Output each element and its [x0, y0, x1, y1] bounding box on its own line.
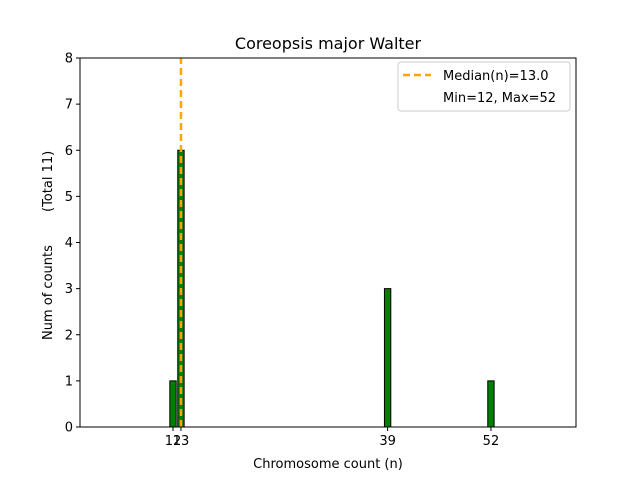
y-tick-label: 8 — [65, 52, 73, 67]
y-axis-ticks: 0 1 2 3 4 5 6 7 8 — [65, 52, 80, 436]
legend: Median(n)=13.0 Min=12, Max=52 — [397, 61, 571, 112]
y-axis-total-label: (Total 11) — [41, 151, 56, 212]
y-tick-label: 5 — [65, 190, 73, 205]
x-tick-label: 39 — [379, 434, 396, 449]
x-tick-label: 13 — [173, 434, 190, 449]
y-axis-label: Num of counts — [41, 245, 56, 340]
y-tick-label: 2 — [65, 328, 73, 343]
legend-box — [397, 61, 571, 112]
bar-n-12 — [169, 380, 177, 428]
legend-range-label: Min=12, Max=52 — [443, 91, 556, 106]
y-tick-label: 3 — [65, 282, 73, 297]
bar-n-52 — [487, 380, 495, 428]
y-tick-label: 6 — [65, 144, 73, 159]
x-axis-label: Chromosome count (n) — [253, 457, 403, 472]
y-tick-label: 7 — [65, 98, 73, 113]
y-tick-label: 0 — [65, 421, 73, 436]
chart-title: Coreopsis major Walter — [235, 34, 422, 53]
x-tick-label: 52 — [483, 434, 500, 449]
y-tick-label: 4 — [65, 236, 73, 251]
y-tick-label: 1 — [65, 374, 73, 389]
bar-n-39 — [383, 288, 392, 428]
legend-median-label: Median(n)=13.0 — [443, 69, 549, 84]
x-tick-label: 12 — [165, 434, 182, 449]
